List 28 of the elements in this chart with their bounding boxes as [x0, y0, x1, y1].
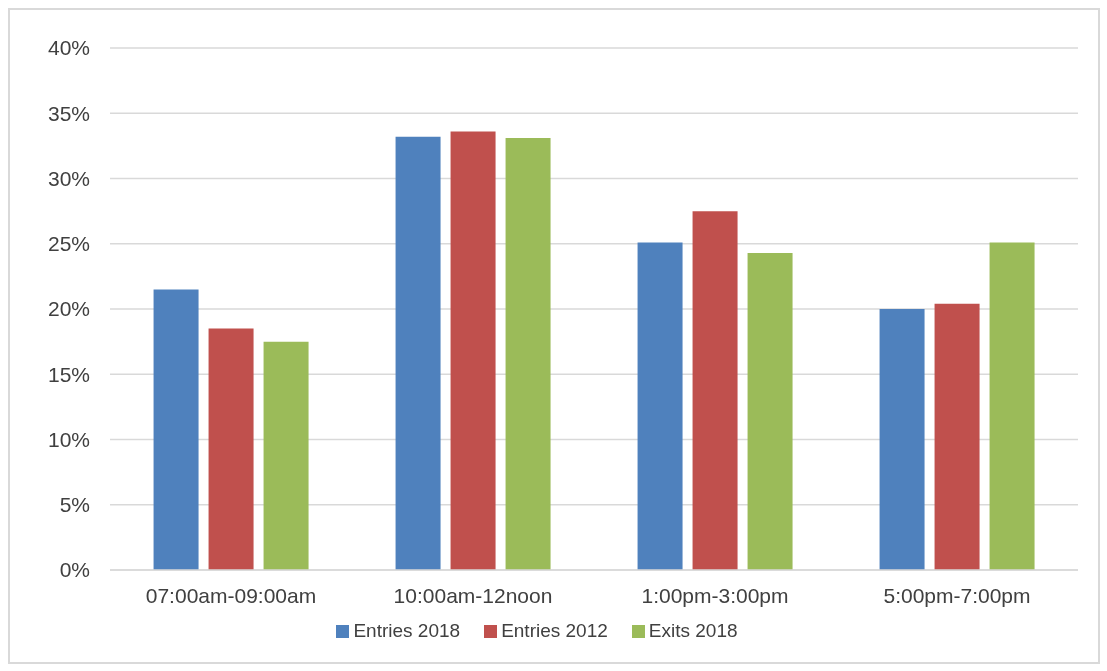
y-tick-label: 15%: [47, 362, 90, 386]
bar: [153, 289, 199, 570]
bar: [934, 303, 980, 570]
y-tick-label: 10%: [47, 427, 90, 451]
bar: [989, 242, 1035, 570]
bar: [879, 309, 925, 570]
bar: [208, 328, 254, 570]
x-tick-label: 07:00am-09:00am: [145, 583, 317, 607]
legend-label: Entries 2012: [501, 620, 608, 641]
bar: [505, 138, 551, 570]
bar: [747, 252, 793, 570]
y-tick-label: 25%: [47, 232, 90, 256]
x-tick-label: 5:00pm-7:00pm: [883, 583, 1031, 607]
x-tick-label: 1:00pm-3:00pm: [641, 583, 789, 607]
bar: [263, 341, 309, 570]
y-tick-label: 35%: [47, 101, 90, 125]
y-tick-label: 40%: [47, 36, 90, 60]
y-tick-label: 0%: [59, 558, 90, 582]
bar: [692, 211, 738, 570]
bar: [637, 242, 683, 570]
legend-label: Exits 2018: [648, 620, 738, 641]
x-tick-label: 10:00am-12noon: [393, 583, 553, 607]
y-tick-label: 30%: [47, 166, 90, 190]
y-tick-label: 5%: [59, 493, 90, 517]
bar: [395, 136, 441, 570]
bar: [450, 131, 496, 570]
y-tick-label: 20%: [47, 297, 90, 321]
legend-label: Entries 2018: [353, 620, 461, 641]
